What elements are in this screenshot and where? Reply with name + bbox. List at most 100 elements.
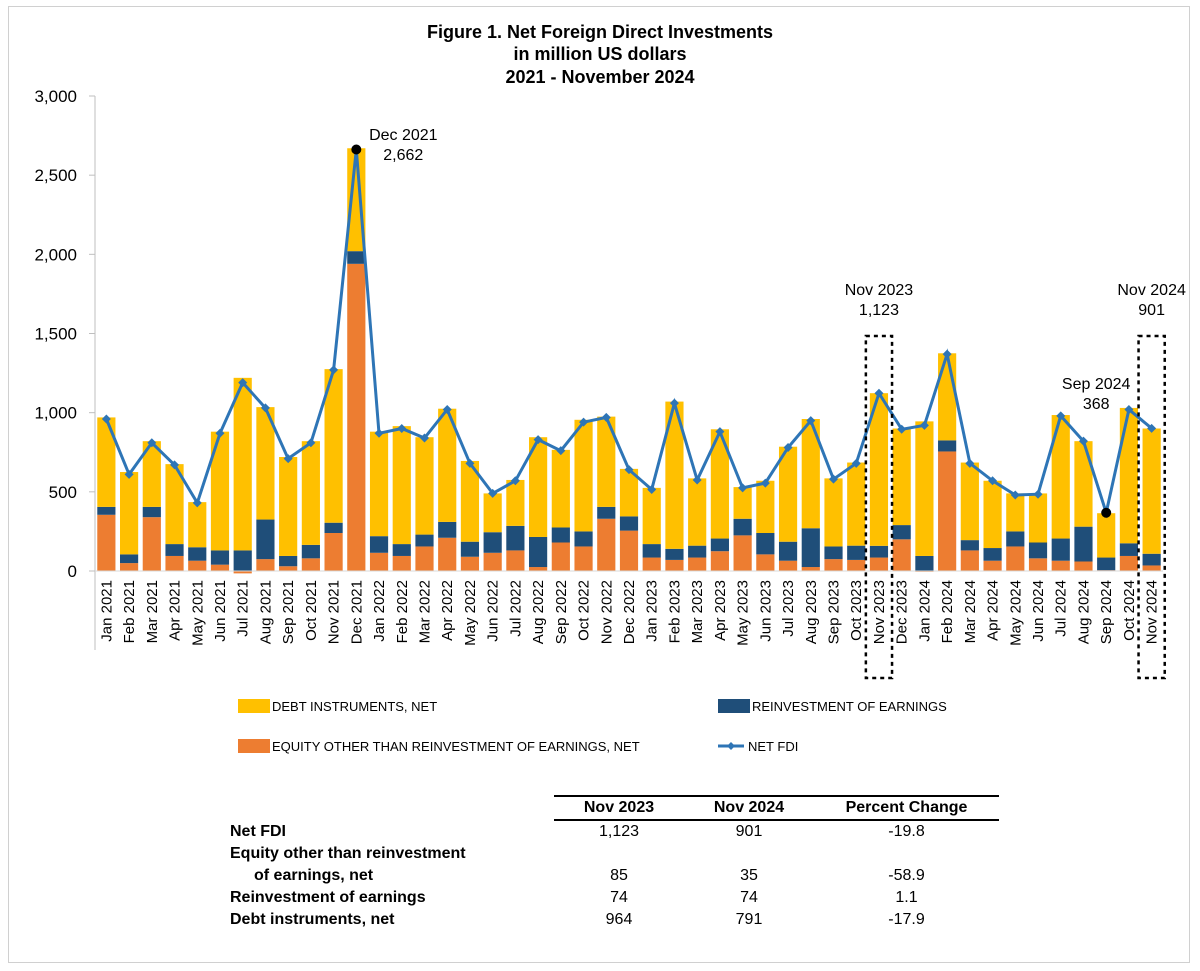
x-tick-label: Apr 2023 (712, 580, 729, 641)
bar-reinvestment (188, 547, 207, 561)
table-header-nov-2023: Nov 2023 (554, 795, 684, 821)
bar-equity (1006, 546, 1025, 571)
x-tick-label: May 2024 (1007, 580, 1024, 646)
bar-debt (369, 431, 389, 537)
net-fdi-point (715, 427, 725, 437)
bar-equity (847, 559, 866, 571)
annotation-value: 901 (1138, 302, 1165, 319)
table-row: Net FDI 1,123 901 -19.8 (230, 820, 999, 843)
x-tick-label: Oct 2021 (303, 580, 320, 641)
x-tick-label: Nov 2023 (871, 580, 888, 644)
net-fdi-point (124, 469, 134, 479)
cell-nov-2024: 901 (735, 823, 763, 840)
bar-reinvestment (801, 528, 820, 568)
bar-equity (460, 556, 480, 571)
bar-reinvestment (847, 545, 866, 560)
bar-debt (892, 428, 911, 526)
bar-equity (256, 559, 275, 571)
bar-debt (915, 421, 934, 556)
bar-reinvestment (869, 545, 889, 558)
annotations: Dec 2021 2,662 Nov 2023 1,123 Sep 2024 368 Nov… (351, 127, 1186, 680)
bar-debt (688, 478, 707, 546)
legend-label-reinvestment: REINVESTMENT OF EARNINGS (752, 699, 947, 714)
row-label: of earnings, net (254, 867, 374, 884)
bar-debt (1006, 493, 1025, 532)
net-fdi-point (601, 412, 611, 422)
row-label: Reinvestment of earnings (230, 889, 426, 906)
bar-debt (483, 493, 502, 533)
cell-nov-2023: 964 (605, 911, 633, 928)
cell-percent-change (814, 843, 999, 865)
x-tick-label: Dec 2022 (621, 580, 638, 644)
bar-debt (597, 416, 616, 507)
net-fdi-point (624, 465, 634, 475)
chart-title-line-2: in million US dollars (513, 44, 686, 64)
annotation-marker (351, 144, 362, 155)
bar-equity (733, 535, 752, 571)
net-fdi-point (692, 475, 702, 485)
table-header-nov-2024: Nov 2024 (684, 795, 814, 821)
bar-debt (938, 353, 957, 441)
bar-equity (165, 555, 184, 571)
bar-equity (619, 530, 639, 571)
bar-debt (574, 419, 593, 532)
annotation-marker (1101, 507, 1112, 518)
bar-reinvestment (97, 506, 116, 515)
bar-reinvestment (619, 516, 639, 531)
cell-nov-2023: 1,123 (598, 823, 640, 840)
bar-reinvestment (1119, 543, 1139, 556)
bar-reinvestment (733, 518, 752, 536)
row-label: Debt instruments, net (230, 911, 395, 928)
table-row: Debt instruments, net 964 791 -17.9 (230, 909, 999, 931)
annotation-label: Sep 2024 (1062, 376, 1131, 393)
x-tick-label: Mar 2023 (689, 580, 706, 643)
bar-debt (824, 478, 843, 547)
annotation-value: 368 (1083, 396, 1110, 413)
legend: DEBT INSTRUMENTS, NET REINVESTMENT OF EAR… (238, 699, 947, 754)
bar-equity (756, 554, 775, 571)
x-tick-label: Apr 2022 (439, 580, 456, 641)
bar-reinvestment (1006, 531, 1025, 547)
annotation-label: Nov 2023 (845, 282, 914, 299)
bar-reinvestment (960, 540, 979, 551)
x-tick-label: Aug 2022 (530, 580, 547, 644)
bar-reinvestment (438, 521, 457, 538)
bar-reinvestment (369, 536, 389, 553)
bar-reinvestment (142, 506, 161, 518)
bar-equity (210, 564, 230, 571)
bar-reinvestment (1097, 557, 1116, 571)
bar-equity (597, 518, 616, 571)
x-tick-label: Jul 2024 (1053, 580, 1070, 637)
bar-debt (1119, 407, 1139, 544)
fdi-chart: Figure 1. Net Foreign Direct Investments… (34, 22, 1186, 754)
bar-debt (642, 487, 661, 545)
net-fdi-point (806, 416, 816, 426)
net-fdi-point (760, 478, 770, 488)
net-fdi-point (488, 488, 498, 498)
bar-equity (869, 557, 889, 571)
bar-equity (392, 555, 411, 571)
bar-debt (1051, 415, 1070, 539)
bar-equity (801, 567, 820, 571)
bar-debt (1097, 513, 1116, 558)
annotation-value: 1,123 (859, 302, 899, 319)
cell-nov-2024: 74 (740, 889, 758, 906)
bar-equity (892, 539, 911, 571)
bar-debt (256, 407, 275, 520)
bar-debt (756, 480, 775, 533)
bar-debt (1074, 441, 1093, 527)
cell-nov-2023: 85 (610, 867, 628, 884)
net-fdi-point (147, 438, 157, 448)
legend-marker-net-fdi (727, 742, 735, 750)
cell-nov-2024: 791 (735, 911, 763, 928)
bar-equity (438, 537, 457, 571)
bar-debt (165, 464, 184, 545)
cell-percent-change: -58.9 (888, 867, 925, 884)
bar-reinvestment (665, 548, 684, 560)
x-tick-label: Jun 2022 (485, 580, 502, 642)
net-fdi-point (647, 484, 657, 494)
cell-nov-2024: 35 (740, 867, 758, 884)
table-header-percent-change: Percent Change (814, 795, 999, 821)
cell-nov-2023 (554, 843, 684, 865)
bar-debt (460, 460, 480, 542)
